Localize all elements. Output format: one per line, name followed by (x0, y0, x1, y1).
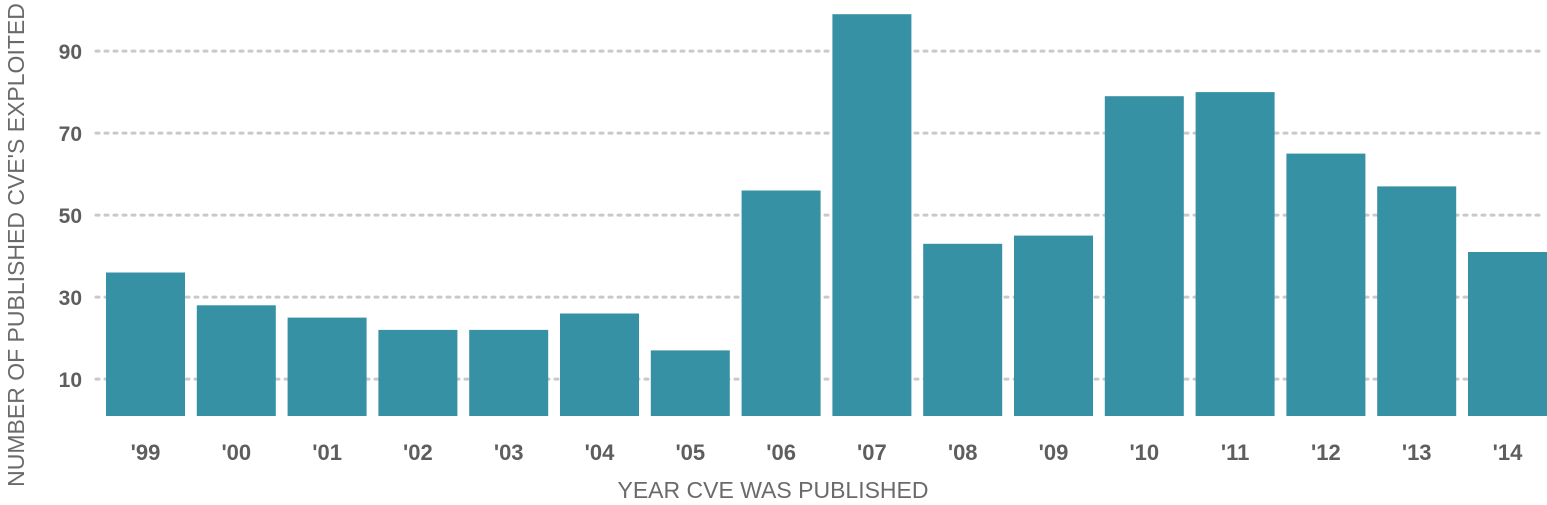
x-tick-label: '03 (494, 440, 524, 465)
x-tick-label: '08 (948, 440, 978, 465)
x-tick-label: '01 (312, 440, 342, 465)
x-tick-label: '14 (1493, 440, 1523, 465)
x-tick-label: '02 (403, 440, 433, 465)
bar (1468, 252, 1547, 416)
bar (741, 190, 821, 416)
bar (469, 329, 549, 416)
x-tick-label: '00 (221, 440, 251, 465)
bar (1377, 186, 1457, 416)
x-axis-ticks: '99 '00 '01 '02 '03 '04 '05 '06 '07 '08 '09 '10 '11 '… (131, 440, 1523, 465)
bars (106, 14, 1547, 416)
bar (1104, 96, 1184, 416)
x-tick-label: '05 (675, 440, 705, 465)
bar (1195, 92, 1275, 416)
x-tick-label: '04 (585, 440, 615, 465)
x-tick-label: '09 (1039, 440, 1069, 465)
bar (287, 317, 367, 416)
bar (923, 243, 1003, 416)
x-tick-label: '99 (131, 440, 161, 465)
x-tick-label: '06 (766, 440, 796, 465)
x-tick-label: '10 (1129, 440, 1159, 465)
y-tick-label: 10 (59, 369, 82, 392)
bar (196, 305, 276, 416)
bar (106, 272, 185, 416)
x-tick-label: '12 (1311, 440, 1341, 465)
x-tick-label: '07 (857, 440, 887, 465)
y-tick-label: 70 (59, 123, 82, 146)
x-tick-label: '13 (1402, 440, 1432, 465)
y-tick-label: 50 (59, 205, 82, 228)
y-axis-ticks: 10 30 50 70 90 (59, 41, 82, 392)
x-tick-label: '11 (1221, 440, 1250, 465)
bar (560, 313, 639, 416)
bar (378, 329, 458, 416)
bar (650, 350, 730, 416)
bar (1014, 235, 1093, 416)
y-tick-label: 90 (59, 41, 82, 64)
y-axis-title: NUMBER OF PUBLISHED CVE'S EXPLOITED (3, 3, 29, 487)
bar (1286, 153, 1366, 416)
y-tick-label: 30 (59, 287, 82, 310)
bar (832, 14, 912, 416)
x-axis-title: YEAR CVE WAS PUBLISHED (617, 477, 928, 503)
